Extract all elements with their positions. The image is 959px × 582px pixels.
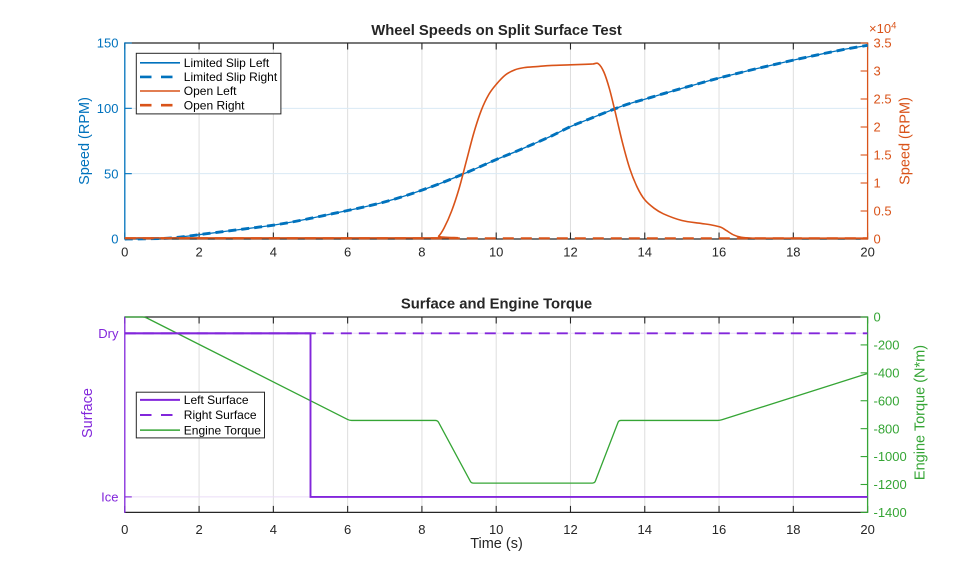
svg-text:50: 50 xyxy=(104,166,118,181)
svg-text:Open Right: Open Right xyxy=(184,98,245,112)
svg-text:2: 2 xyxy=(874,120,881,135)
svg-text:Speed (RPM): Speed (RPM) xyxy=(898,97,914,185)
svg-text:4: 4 xyxy=(270,245,277,260)
svg-text:Right Surface: Right Surface xyxy=(184,408,257,422)
svg-text:Wheel Speeds on Split Surface: Wheel Speeds on Split Surface Test xyxy=(371,23,622,39)
svg-text:0: 0 xyxy=(121,245,128,260)
svg-text:Surface: Surface xyxy=(80,388,96,438)
svg-text:-800: -800 xyxy=(874,421,900,436)
svg-text:20: 20 xyxy=(860,245,874,260)
svg-text:150: 150 xyxy=(97,36,119,51)
svg-text:Left Surface: Left Surface xyxy=(184,393,249,407)
svg-text:16: 16 xyxy=(712,245,726,260)
svg-text:×104: ×104 xyxy=(869,21,896,37)
svg-text:100: 100 xyxy=(97,101,119,116)
svg-text:14: 14 xyxy=(638,245,652,260)
svg-text:-400: -400 xyxy=(874,365,900,380)
svg-text:Open Left: Open Left xyxy=(184,84,237,98)
svg-text:Engine Torque: Engine Torque xyxy=(184,423,261,437)
svg-text:0: 0 xyxy=(874,232,881,247)
svg-text:0: 0 xyxy=(111,232,118,247)
svg-text:Limited Slip Right: Limited Slip Right xyxy=(184,70,278,84)
svg-text:Surface and Engine Torque: Surface and Engine Torque xyxy=(401,297,592,313)
svg-text:3.5: 3.5 xyxy=(874,36,892,51)
svg-text:Time (s): Time (s) xyxy=(470,536,523,552)
svg-text:Limited Slip Left: Limited Slip Left xyxy=(184,56,270,70)
svg-text:12: 12 xyxy=(563,245,577,260)
svg-text:Speed (RPM): Speed (RPM) xyxy=(77,97,93,185)
svg-text:2: 2 xyxy=(195,245,202,260)
svg-text:10: 10 xyxy=(489,245,503,260)
svg-text:2: 2 xyxy=(195,522,202,537)
svg-text:6: 6 xyxy=(344,245,351,260)
svg-text:Ice: Ice xyxy=(101,490,118,505)
svg-text:4: 4 xyxy=(270,522,277,537)
svg-text:-1400: -1400 xyxy=(874,505,907,520)
svg-text:-200: -200 xyxy=(874,338,900,353)
svg-text:14: 14 xyxy=(638,522,652,537)
svg-text:10: 10 xyxy=(489,522,503,537)
svg-text:0: 0 xyxy=(121,522,128,537)
svg-text:16: 16 xyxy=(712,522,726,537)
svg-text:1.5: 1.5 xyxy=(874,148,892,163)
svg-text:-1200: -1200 xyxy=(874,477,907,492)
svg-text:1: 1 xyxy=(874,176,881,191)
svg-text:12: 12 xyxy=(563,522,577,537)
svg-text:6: 6 xyxy=(344,522,351,537)
svg-text:0: 0 xyxy=(874,310,881,325)
svg-text:-1000: -1000 xyxy=(874,449,907,464)
svg-text:-600: -600 xyxy=(874,393,900,408)
svg-text:Dry: Dry xyxy=(98,326,119,341)
svg-text:8: 8 xyxy=(418,245,425,260)
svg-text:3: 3 xyxy=(874,64,881,79)
svg-text:8: 8 xyxy=(418,522,425,537)
svg-text:0.5: 0.5 xyxy=(874,204,892,219)
svg-text:2.5: 2.5 xyxy=(874,92,892,107)
svg-text:20: 20 xyxy=(860,522,874,537)
svg-text:18: 18 xyxy=(786,522,800,537)
svg-text:18: 18 xyxy=(786,245,800,260)
svg-text:Engine Torque (N*m): Engine Torque (N*m) xyxy=(913,345,929,480)
